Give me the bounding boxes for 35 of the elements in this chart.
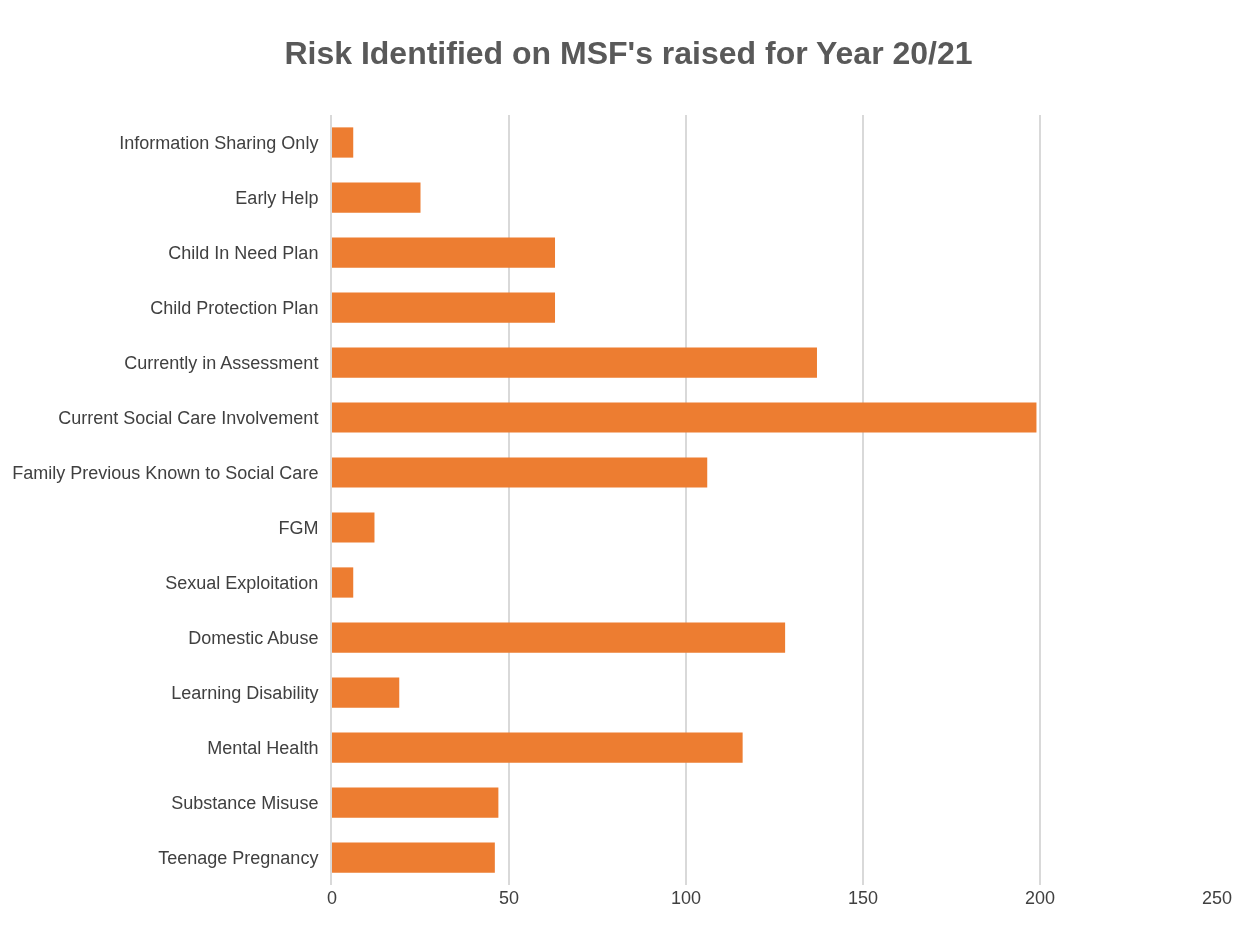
x-tick-label: 150 [847, 888, 879, 908]
y-tick-label: FGM [278, 517, 319, 538]
bar [332, 842, 495, 873]
y-tick-label: Mental Health [207, 737, 319, 758]
bar [332, 677, 400, 708]
bar [332, 237, 556, 268]
bar [332, 732, 743, 763]
x-tick-label: 50 [498, 888, 520, 908]
x-tick-label: 200 [1024, 888, 1056, 908]
y-tick-label: Domestic Abuse [188, 627, 319, 648]
y-tick-label: Learning Disability [171, 682, 319, 703]
y-tick-label: Currently in Assessment [124, 352, 319, 373]
bar [332, 127, 354, 158]
bar [332, 567, 354, 598]
x-tick-label: 100 [670, 888, 702, 908]
y-tick-label: Family Previous Known to Social Care [12, 462, 319, 483]
y-tick-label: Child Protection Plan [150, 297, 319, 318]
bar [332, 787, 499, 818]
x-tick-label: 0 [326, 888, 338, 908]
y-tick-label: Substance Misuse [171, 792, 319, 813]
bar [332, 182, 421, 213]
chart-title: Risk Identified on MSF's raised for Year 20/21 [284, 35, 973, 72]
bar [332, 292, 556, 323]
bar [332, 622, 786, 653]
y-tick-label: Teenage Pregnancy [158, 847, 319, 868]
bar [332, 402, 1037, 433]
bar [332, 347, 817, 378]
bar [332, 457, 708, 488]
y-tick-label: Child In Need Plan [168, 242, 319, 263]
y-tick-label: Information Sharing Only [119, 132, 319, 153]
y-tick-label: Sexual Exploitation [165, 572, 319, 593]
x-tick-label: 250 [1201, 888, 1233, 908]
y-tick-label: Current Social Care Involvement [58, 407, 319, 428]
y-tick-label: Early Help [235, 187, 319, 208]
bar [332, 512, 375, 543]
